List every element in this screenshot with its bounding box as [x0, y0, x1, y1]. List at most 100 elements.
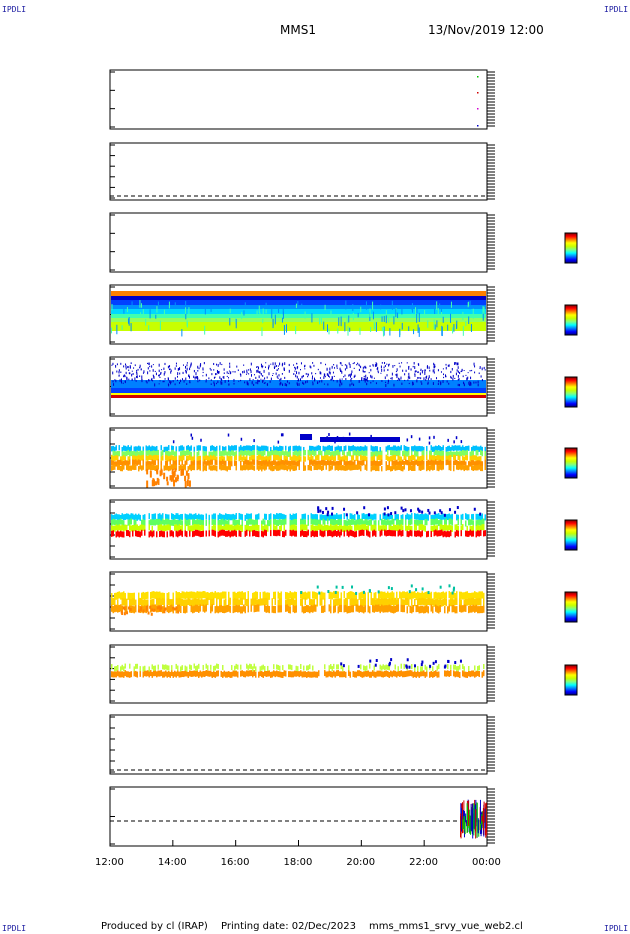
hpca-cell-p8 — [349, 598, 351, 606]
feepsi-speck — [268, 372, 270, 376]
hpca-cell-p7 — [262, 525, 264, 532]
hpca-o-cell — [412, 671, 414, 678]
hpca-cell-p6 — [337, 449, 339, 456]
hpca-cell-p7 — [196, 524, 198, 531]
hpca-o-cell — [330, 664, 332, 670]
hpca-cell-p7 — [339, 514, 341, 521]
hpca-cell-p7 — [366, 513, 368, 520]
hpca-cell-p7 — [178, 524, 180, 531]
hpca-cell-p6 — [432, 455, 434, 461]
hpca-cell-p6 — [171, 455, 173, 461]
feepsi-speck — [433, 369, 435, 371]
hpca-cell-p6 — [430, 455, 432, 461]
feepsi-speck — [445, 374, 447, 378]
hpca-cell-p6 — [426, 451, 428, 457]
feepsi-speck — [332, 371, 334, 374]
hpca-cell-p7 — [213, 524, 215, 531]
hpca-speck — [428, 436, 431, 440]
hpca-cell-p8 — [141, 599, 143, 607]
hpca-cell-p6 — [328, 465, 330, 472]
hpca-cell-p6 — [210, 454, 212, 461]
feepsi-speck — [397, 379, 399, 381]
hpca-cell-p7 — [328, 514, 330, 521]
hpca-cell-p6 — [355, 455, 357, 461]
hpca-cell-p7 — [246, 525, 248, 532]
hpca-cell-p6 — [136, 450, 138, 456]
hpca-cell-p8 — [252, 592, 254, 601]
feepsi-speck — [394, 365, 396, 367]
hpca-cell-p6 — [174, 460, 176, 467]
hpca-cell-p6 — [447, 459, 449, 465]
feepsi-speck — [329, 376, 331, 378]
hpca-cell-p8 — [277, 591, 279, 599]
hpca-cell-p8 — [294, 599, 296, 607]
hpca-cell-p7 — [238, 519, 240, 526]
hpca-o-cell — [438, 664, 440, 670]
hpca-o-cell — [265, 670, 267, 677]
hpca-cell-p7 — [247, 525, 249, 532]
hpca-cell-p8 — [475, 598, 477, 606]
feepsi-speck — [481, 367, 483, 371]
hpca-cell-p7 — [472, 525, 474, 532]
hpca-cell-p7 — [180, 518, 182, 525]
feepsi-speck — [294, 367, 296, 370]
feepsi-speck — [312, 362, 314, 364]
hpca-cell-p7 — [198, 530, 200, 537]
hpca-cell-p6 — [246, 455, 248, 462]
hpca-cell-p7 — [415, 524, 417, 531]
hpca-cell-p7 — [352, 530, 354, 537]
hpca-cell-p7 — [234, 519, 236, 526]
hpca-cell-p8 — [198, 591, 200, 599]
hpca-o-cell — [415, 671, 417, 678]
hpca-o-cell — [333, 663, 335, 669]
hpca-cell-p6 — [216, 450, 218, 456]
hpca-cell-p6 — [478, 464, 480, 470]
hpca-cell-p6 — [343, 451, 345, 457]
feepsi-speck — [258, 371, 260, 373]
hpca-cell-p7 — [118, 524, 120, 531]
hpca-cell-p8 — [279, 605, 281, 613]
hpca-cell-p6 — [418, 465, 420, 471]
hpca-cell-p8 — [313, 604, 315, 612]
hpca-cell-p6 — [199, 455, 201, 462]
hpca-cell-p7 — [148, 531, 150, 538]
hpca-cell-p6 — [273, 454, 275, 460]
hpca-o-cell — [366, 665, 368, 671]
hpca-cell-p6 — [274, 454, 276, 461]
hpca-cell-p6 — [151, 455, 153, 462]
hpca-o-cell — [295, 665, 297, 671]
feepsi-speck — [463, 381, 465, 385]
feepsi-speck — [273, 366, 275, 369]
feepsi-speck — [257, 379, 259, 383]
hpca-cell-p8 — [345, 597, 347, 606]
hpca-cell-p8 — [351, 605, 353, 613]
hpca-cell-p7 — [255, 519, 257, 526]
hpca-cell-p7 — [408, 520, 410, 527]
hpca-cell-p6 — [310, 465, 312, 471]
hpca-cell-p6 — [264, 465, 266, 471]
hpca-speck — [368, 589, 371, 593]
hpca-cell-p8 — [114, 605, 116, 613]
feepsi-speck — [421, 382, 423, 385]
hpca-speck — [421, 587, 424, 591]
feepsi-speck — [463, 370, 465, 372]
hpca-cell-p7 — [213, 529, 215, 536]
hpca-cell-p6 — [396, 459, 398, 466]
hpca-cell-p7 — [253, 525, 255, 532]
hpca-o-cell — [385, 664, 387, 670]
feepsi-speck — [266, 383, 268, 386]
hpca-cell-p6 — [378, 450, 380, 457]
feepsi-speck — [452, 377, 454, 381]
hpca-speck — [316, 585, 319, 589]
hpca-cell-p7 — [238, 525, 240, 532]
hpca-cell-p7 — [144, 519, 146, 526]
burst-marker — [477, 125, 479, 127]
hpca-speck — [348, 432, 351, 436]
hpca-cell-p8 — [264, 591, 266, 599]
hpca-o-cell — [175, 671, 177, 678]
hpca-cell-p6 — [390, 446, 392, 453]
hpca-cell-p6 — [394, 445, 396, 451]
hpca-cell-p8 — [204, 591, 206, 599]
hpca-cell-p8 — [322, 605, 324, 613]
feepsi-speck — [401, 382, 403, 385]
